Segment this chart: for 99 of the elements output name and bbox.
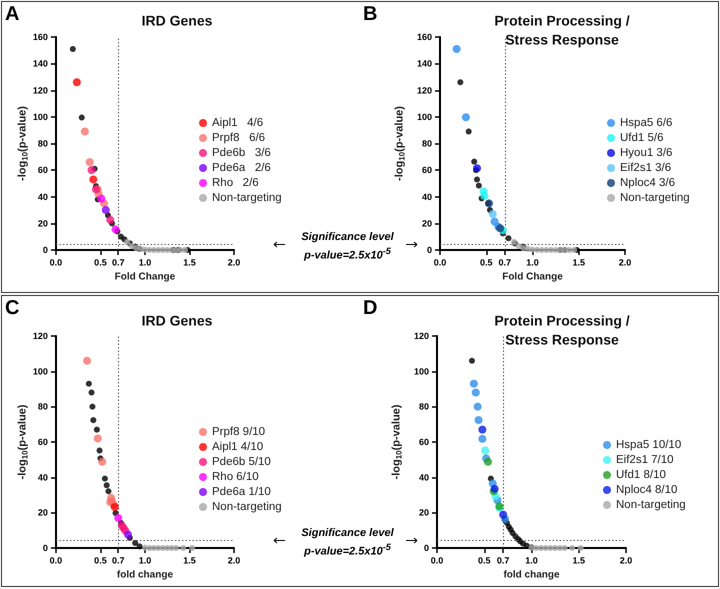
text: Significance level [300,526,395,540]
y-tick-label: 0 [424,543,429,553]
y-tick-label: 100 [32,366,48,376]
y-tick-label: 20 [418,508,429,518]
y-tick-label: 160 [416,32,432,42]
legend-label: Rho 6/10 [212,471,259,483]
chart-title: IRD Genes [142,312,213,328]
x-tick-label: 1.0 [526,258,539,268]
x-tick-label: 1.5 [183,556,196,566]
legend-label: Nploc4 3/6 [620,177,675,189]
text: C [5,297,20,319]
x-tick-label: 0.5 [480,258,493,268]
y-tick-label: 40 [422,192,432,202]
legend-label: Pde6b 5/10 [212,456,271,468]
y-tick-label: 120 [32,85,48,96]
y-tick-label: 100 [416,112,432,122]
x-tick-label: 0.7 [496,556,510,566]
text: B [363,3,378,25]
legend-label: Aipl1 4/10 [212,441,264,453]
y-tick-label: 80 [418,402,429,412]
x-tick-label: 1.0 [138,556,152,566]
x-tick-label: 0.7 [112,258,125,268]
legend-label: Nploc4 8/10 [616,484,678,496]
x-tick-label: 1.5 [572,258,586,268]
y-tick-label: 120 [32,331,48,341]
legend-label: Aipl1 4/6 [212,117,264,129]
legend-label: Prpf8 6/6 [212,132,266,144]
legend-label: Rho 2/6 [212,177,259,189]
x-tick-label: 0.5 [94,258,107,268]
legend-label: Pde6a 2/6 [212,162,271,174]
x-tick-label: 0.0 [50,258,62,268]
x-tick-label: 0.5 [94,556,107,566]
x-tick-label: 2.0 [228,258,240,268]
y-tick-label: 120 [414,331,429,341]
y-tick-label: 40 [38,472,48,482]
x-tick-label: 0.7 [112,556,125,566]
y-axis-title: -log10(p-value) [394,106,407,181]
legend-label: Eif2s1 3/6 [620,162,672,174]
y-tick-label: 100 [414,366,429,376]
y-tick-label: 140 [32,58,48,69]
x-tick-label: 0.5 [478,556,491,566]
x-tick-label: 2.0 [618,258,632,268]
x-tick-label: 0.0 [434,258,446,268]
x-tick-label: 2.0 [228,556,240,566]
chart-title: Protein Processing / Stress Response [494,12,630,48]
y-tick-label: 20 [422,218,432,228]
y-axis-title: -log10(p-value) [390,404,404,480]
y-tick-label: 0 [426,245,432,255]
x-tick-label: 0.0 [430,556,444,566]
x-tick-label: 1.0 [525,556,538,566]
x-tick-label: 0.0 [50,556,62,566]
x-axis-title: Fold Change [502,271,564,282]
y-tick-label: 20 [38,218,48,228]
legend-label: Non-targeting [616,499,686,511]
x-axis-title: Fold Change [114,271,176,282]
y-tick-label: 120 [416,85,432,96]
text: Significance level [300,230,395,244]
y-tick-label: 60 [38,165,48,176]
y-axis-title: -log10(p-value) [16,106,30,181]
text: p-value=2.5x10$^{-5}$ [303,244,392,263]
legend-label: Prpf8 9/10 [212,426,266,438]
legend-label: Non-targeting [620,192,690,204]
y-tick-label: 160 [32,32,48,42]
y-tick-label: 20 [38,508,48,518]
legend-label: Pde6a 1/10 [212,486,271,498]
legend-label: Eif2s1 7/10 [616,454,674,466]
y-tick-label: 100 [32,112,48,122]
legend-label: Ufd1 8/10 [616,469,666,481]
x-axis-title: fold change [503,569,560,580]
text: A [5,3,20,25]
x-tick-label: 0.7 [498,258,512,268]
y-tick-label: 80 [422,138,432,148]
y-tick-label: 60 [422,165,432,176]
y-tick-label: 40 [418,472,429,482]
x-tick-label: 1.5 [183,258,196,268]
y-tick-label: 0 [42,245,48,255]
text: p-value=2.5x10$^{-5}$ [303,540,392,559]
text: D [363,297,378,319]
x-tick-label: 1.0 [138,258,152,268]
legend-label: Hyou1 3/6 [620,147,672,159]
y-tick-label: 60 [38,437,48,447]
chart-title: Protein Processing / Stress Response [494,312,630,348]
legend-label: Ufd1 5/6 [620,132,664,144]
legend-label: Hspa5 6/6 [620,117,672,129]
y-tick-label: 60 [418,437,429,447]
y-axis-title: -log10(p-value) [16,404,30,480]
x-tick-label: 1.5 [572,556,586,566]
y-tick-label: 0 [42,543,48,553]
legend-label: Pde6b 3/6 [212,147,271,159]
x-tick-label: 2.0 [620,556,632,566]
x-axis-title: fold change [116,569,174,580]
y-tick-label: 140 [416,58,432,69]
legend-label: Hspa5 10/10 [616,439,682,451]
legend-label: Non-targeting [212,192,282,204]
y-tick-label: 40 [38,192,48,202]
y-tick-label: 80 [38,402,48,412]
legend-label: Non-targeting [212,501,282,513]
chart-title: IRD Genes [142,12,213,28]
y-tick-label: 80 [38,138,48,148]
